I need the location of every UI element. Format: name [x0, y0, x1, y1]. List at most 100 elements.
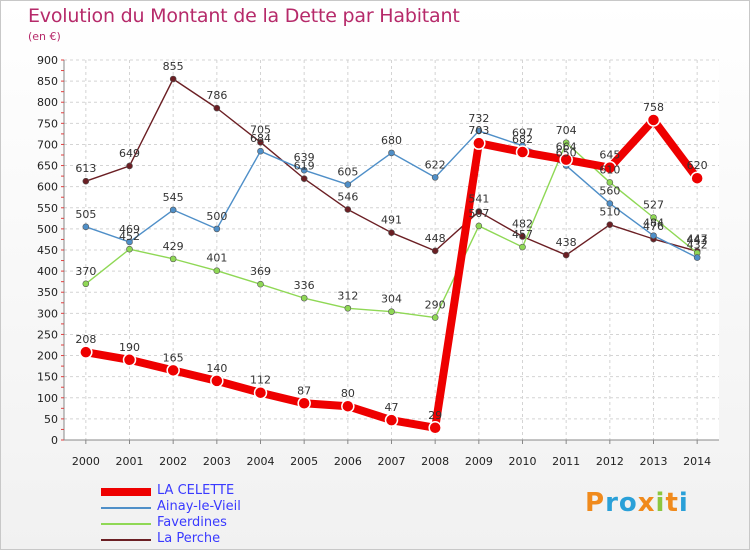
legend-label: LA CELETTE [157, 483, 235, 498]
logo-letter: r [605, 488, 619, 518]
data-point [562, 139, 570, 147]
y-tick-label: 350 [37, 286, 58, 299]
x-tick-label: 2012 [596, 455, 624, 468]
x-tick-label: 2005 [290, 455, 318, 468]
data-labels: 613 649 855 786 705 619 546 491 448 541 482 438 510 4… [75, 60, 707, 422]
x-tick-label: 2013 [640, 455, 668, 468]
data-point [690, 171, 704, 185]
data-point [650, 232, 657, 239]
data-point [126, 162, 133, 170]
data-point [341, 399, 355, 413]
data-label: 703 [468, 124, 489, 137]
proxiti-logo: Proxiti [585, 488, 689, 518]
data-label: 505 [75, 208, 96, 221]
y-tick-label: 50 [44, 413, 58, 426]
y-tick-label: 450 [37, 244, 58, 257]
logo-letter: o [618, 488, 638, 518]
data-label: 500 [206, 210, 227, 223]
data-point [384, 413, 399, 427]
data-point [344, 206, 352, 213]
data-point [472, 136, 486, 150]
data-point [650, 214, 657, 221]
x-tick-label: 2011 [552, 455, 580, 468]
data-label: 429 [163, 240, 184, 253]
y-tick-label: 700 [37, 138, 58, 151]
axes: 0 50 100 150 200 250 300 350 400 450 500 550 600 650 7… [37, 54, 719, 468]
data-label: 605 [337, 166, 358, 179]
data-point [300, 175, 308, 182]
data-label: 855 [163, 60, 184, 73]
x-tick-label: 2006 [334, 455, 362, 468]
data-label: 786 [206, 89, 227, 102]
data-label: 527 [643, 198, 664, 211]
data-point [213, 267, 221, 274]
legend-swatch [101, 507, 151, 509]
data-label: 645 [599, 149, 620, 162]
data-point [82, 223, 90, 231]
data-label: 369 [250, 265, 271, 278]
x-tick-label: 2014 [683, 455, 711, 468]
data-label: 469 [119, 223, 140, 236]
data-label: 613 [75, 162, 96, 175]
data-label: 622 [425, 158, 446, 171]
series-layer [79, 75, 704, 435]
data-point [253, 385, 268, 400]
data-label: 620 [687, 159, 708, 172]
data-label: 432 [687, 239, 708, 252]
legend-swatch [101, 488, 151, 496]
data-label: 443 [687, 234, 708, 247]
legend-label: Ainay-le-Vieil [157, 499, 241, 514]
y-tick-label: 850 [37, 75, 58, 88]
x-tick-label: 2010 [509, 455, 537, 468]
logo-letter: i [655, 488, 666, 518]
data-point [300, 294, 308, 302]
data-point [257, 139, 264, 146]
data-point [297, 396, 311, 411]
logo-letter: x [637, 488, 656, 518]
data-point [213, 225, 221, 233]
y-tick-label: 750 [37, 117, 58, 130]
logo-letter: t [665, 488, 679, 518]
data-label: 290 [425, 299, 446, 312]
data-point [519, 233, 526, 240]
y-tick-label: 800 [37, 96, 58, 109]
x-tick-label: 2002 [159, 455, 187, 468]
data-label: 758 [643, 101, 664, 114]
logo-letter: i [678, 488, 689, 518]
data-point [82, 177, 90, 185]
data-label: 457 [512, 228, 533, 241]
data-point [428, 421, 442, 435]
data-label: 560 [599, 185, 620, 198]
unit-label: (en €) [28, 30, 61, 43]
data-label: 447 [687, 232, 708, 245]
data-point [475, 127, 483, 135]
data-point [257, 147, 264, 155]
data-point [169, 255, 177, 263]
data-label: 165 [163, 351, 184, 364]
y-tick-label: 250 [37, 328, 58, 341]
data-point [693, 254, 701, 261]
legend-swatch [101, 539, 151, 541]
data-point [646, 113, 661, 127]
data-point [169, 206, 177, 214]
data-label: 705 [250, 123, 271, 136]
data-label: 510 [599, 206, 620, 219]
data-label: 491 [381, 214, 402, 227]
data-point [559, 152, 573, 167]
data-label: 312 [337, 289, 358, 302]
y-tick-label: 550 [37, 202, 58, 215]
data-point [431, 174, 439, 181]
data-label: 697 [512, 127, 533, 140]
data-label: 47 [385, 401, 399, 414]
data-label: 401 [206, 252, 227, 265]
legend-label: La Perche [157, 531, 221, 546]
data-label: 619 [294, 160, 315, 173]
data-point [603, 160, 617, 175]
data-point [475, 208, 483, 215]
data-point [122, 353, 137, 367]
y-tick-label: 300 [37, 307, 58, 320]
data-label: 664 [556, 141, 577, 154]
x-tick-label: 2001 [116, 455, 144, 468]
data-label: 732 [468, 112, 489, 125]
